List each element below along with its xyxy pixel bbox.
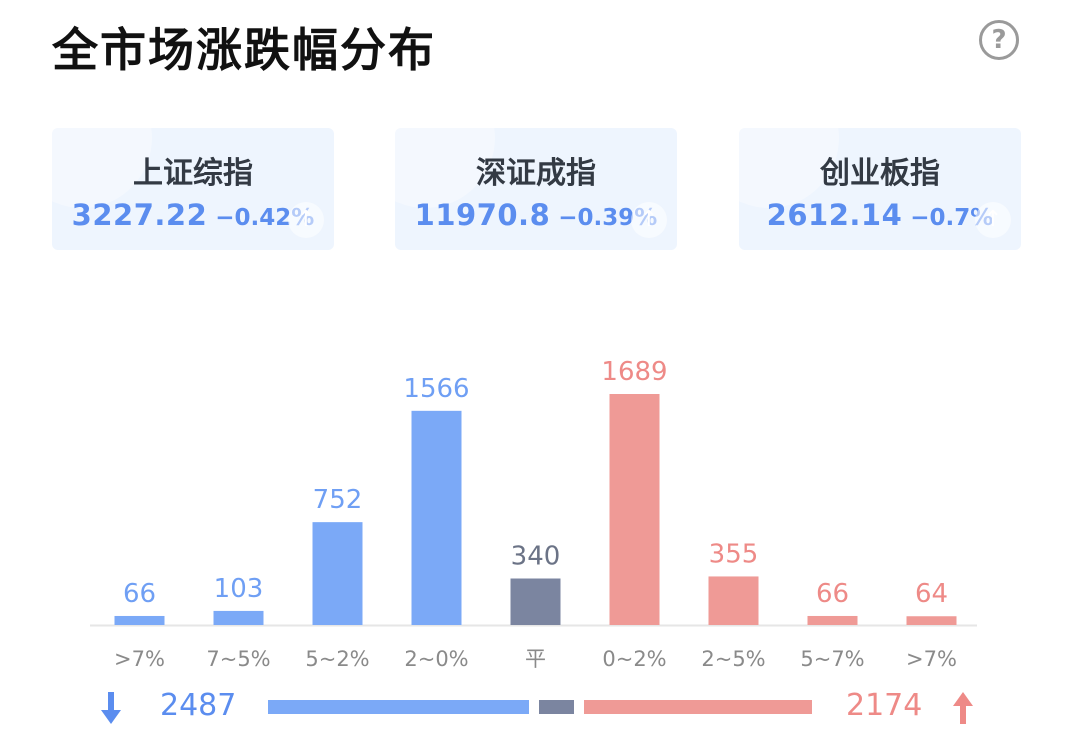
data-label: 1689 bbox=[601, 357, 667, 387]
help-icon[interactable]: ? bbox=[979, 20, 1019, 60]
x-tick-label: >7% bbox=[114, 647, 165, 671]
rise-ratio-bar bbox=[584, 700, 812, 714]
page-title: 全市场涨跌幅分布 bbox=[52, 23, 436, 77]
data-label: 64 bbox=[915, 579, 948, 609]
distribution-bar-chart: 66 >7% 103 7~5% 752 5~2% 1566 2~0% 340 平 1689 0~2% 3… bbox=[90, 357, 977, 671]
index-card-shanghai[interactable]: 上证综指 3227.22 −0.42% ↑ bbox=[52, 128, 334, 250]
index-name: 创业板指 bbox=[820, 156, 940, 191]
x-tick-label: >7% bbox=[906, 647, 957, 671]
bar[interactable] bbox=[510, 578, 561, 625]
data-label: 752 bbox=[313, 485, 363, 515]
trend-arrow-icon: ↑ bbox=[975, 202, 1011, 238]
fall-total: 2487 bbox=[160, 688, 237, 723]
bar[interactable] bbox=[609, 394, 660, 625]
bar[interactable] bbox=[213, 610, 264, 625]
x-tick-label: 5~2% bbox=[305, 647, 369, 671]
index-price: 3227.22 bbox=[71, 198, 208, 232]
data-label: 103 bbox=[214, 574, 264, 604]
x-tick-label: 平 bbox=[525, 647, 546, 671]
data-label: 66 bbox=[123, 579, 156, 609]
index-name: 深证成指 bbox=[476, 156, 596, 191]
index-name: 上证综指 bbox=[133, 156, 253, 191]
data-label: 66 bbox=[816, 579, 849, 609]
trend-arrow-icon: ↑ bbox=[631, 202, 667, 238]
x-tick-label: 0~2% bbox=[602, 647, 666, 671]
x-tick-label: 2~0% bbox=[404, 647, 468, 671]
arrow-up-icon bbox=[953, 692, 973, 724]
trend-arrow-icon: ↑ bbox=[288, 202, 324, 238]
data-label: 1566 bbox=[403, 374, 469, 404]
bar[interactable] bbox=[708, 576, 759, 625]
flat-ratio-bar bbox=[538, 700, 575, 714]
bar[interactable] bbox=[411, 410, 462, 625]
rise-total: 2174 bbox=[846, 688, 923, 723]
fall-ratio-bar bbox=[268, 700, 529, 714]
x-tick-label: 2~5% bbox=[701, 647, 765, 671]
x-tick-label: 7~5% bbox=[206, 647, 270, 671]
index-card-chinext[interactable]: 创业板指 2612.14 −0.7% ↑ bbox=[739, 128, 1021, 250]
bar[interactable] bbox=[906, 616, 957, 625]
index-card-shenzhen[interactable]: 深证成指 11970.8 −0.39% ↑ bbox=[395, 128, 677, 250]
data-label: 355 bbox=[709, 539, 759, 569]
index-price: 11970.8 bbox=[414, 198, 551, 232]
arrow-down-icon bbox=[101, 692, 121, 724]
data-label: 340 bbox=[511, 541, 561, 571]
index-price: 2612.14 bbox=[766, 198, 903, 232]
bar[interactable] bbox=[114, 615, 165, 625]
bar[interactable] bbox=[312, 522, 363, 625]
x-tick-label: 5~7% bbox=[800, 647, 864, 671]
bar[interactable] bbox=[807, 615, 858, 625]
